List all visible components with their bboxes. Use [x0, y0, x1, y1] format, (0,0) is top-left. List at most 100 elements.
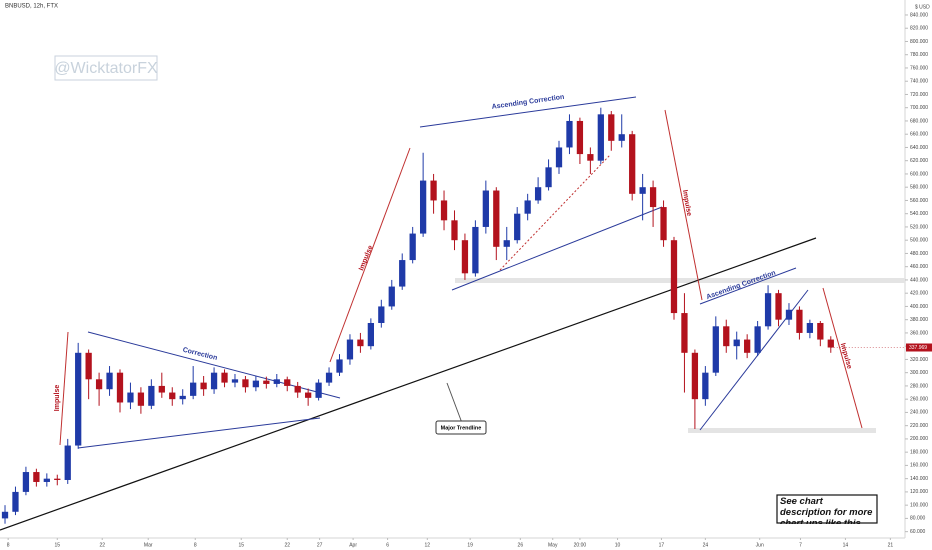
candle-body: [346, 339, 354, 360]
candle-body: [482, 190, 489, 227]
candle-body: [451, 220, 458, 241]
candle-body: [576, 120, 584, 155]
candle-body: [618, 134, 625, 141]
y-tick-label: 620.000: [910, 158, 928, 164]
x-tick-label: 26: [518, 542, 524, 548]
candle-body: [336, 359, 343, 373]
y-tick-label: 780.000: [910, 52, 928, 58]
candle-body: [775, 293, 782, 320]
y-tick-label: 660.000: [910, 132, 928, 138]
candle-body: [305, 392, 312, 398]
candle-body: [806, 322, 814, 333]
candle-body: [493, 190, 500, 247]
candle-body: [796, 309, 803, 333]
y-tick-label: 600.000: [910, 171, 928, 177]
x-tick-label: 6: [386, 542, 389, 548]
y-tick-label: 680.000: [910, 118, 928, 124]
candle-body: [378, 306, 385, 323]
candle-body: [670, 240, 678, 314]
candle-body: [702, 372, 709, 400]
x-tick-label: 19: [467, 542, 473, 548]
x-tick-label: 17: [659, 542, 665, 548]
candle-body: [64, 445, 71, 480]
candle-body: [639, 187, 646, 194]
candle-body: [754, 326, 761, 353]
y-tick-label: 260.000: [910, 396, 928, 402]
candle-body: [284, 379, 291, 386]
y-tick-label: 200.000: [910, 436, 928, 442]
note-box: [776, 494, 878, 524]
note: See chart description for more chart ups…: [780, 496, 873, 524]
y-tick-label: 240.000: [910, 410, 928, 416]
y-tick-label: 400.000: [910, 304, 928, 310]
candle-body: [148, 385, 155, 406]
callout-pointer: [446, 382, 463, 424]
x-tick-label: 15: [238, 542, 244, 548]
candle-body: [503, 240, 510, 247]
candle-body: [106, 372, 113, 390]
y-tick-label: 180.000: [910, 449, 928, 455]
callout-box: [435, 420, 487, 435]
y-tick-label: 360.000: [910, 330, 928, 336]
candle-body: [231, 379, 239, 383]
channel-line: [419, 96, 637, 128]
y-tick-label: 100.000: [910, 502, 928, 508]
x-tick-label: 27: [317, 542, 323, 548]
candle-body: [252, 380, 260, 388]
y-tick-label: 380.000: [910, 317, 928, 323]
channel-line: [77, 417, 321, 449]
candle-body: [22, 472, 30, 492]
candle-body: [137, 392, 145, 406]
y-tick-label: 760.000: [910, 65, 928, 71]
support-zone: [688, 428, 876, 433]
candle-body: [75, 352, 82, 446]
y-tick-label: 160.000: [910, 463, 928, 469]
candle-body: [649, 187, 657, 208]
candle-body: [587, 154, 594, 161]
y-tick-label: 60.000: [910, 529, 926, 535]
y-tick-label: 320.000: [910, 357, 928, 363]
candle-body: [827, 339, 834, 348]
candle-body: [534, 187, 542, 201]
candle-body: [190, 382, 197, 396]
note-wrap: See chart description for more chart ups…: [780, 496, 873, 524]
y-tick-label: 800.000: [910, 39, 928, 45]
candle-body: [200, 382, 207, 390]
candle-body: [179, 395, 186, 400]
y-tick-label: 80.000: [910, 516, 926, 522]
impulse-arrow: [329, 147, 411, 363]
impulse-arrow: [59, 331, 69, 446]
x-tick-label: 22: [99, 542, 105, 548]
candle-body: [116, 372, 124, 403]
y-tick-label: 460.000: [910, 264, 928, 270]
candle-body: [367, 322, 374, 347]
candle-body: [325, 372, 333, 383]
y-tick-label: 580.000: [910, 185, 928, 191]
x-tick-label: Apr: [349, 542, 357, 548]
x-tick-label: 7: [799, 542, 802, 548]
y-tick-label: 520.000: [910, 224, 928, 230]
y-tick-label: 120.000: [910, 489, 928, 495]
x-tick-label: 15: [54, 542, 60, 548]
candle-body: [597, 114, 604, 161]
y-tick-label: 140.000: [910, 476, 928, 482]
channel-line: [699, 267, 797, 305]
y-tick-label: 840.000: [910, 12, 928, 18]
candle-body: [608, 114, 615, 141]
y-tick-label: 540.000: [910, 211, 928, 217]
channel-line: [451, 206, 663, 291]
candle-body: [158, 385, 165, 393]
candle-body: [723, 326, 730, 347]
candle-body: [545, 167, 552, 188]
x-tick-label: 10: [615, 542, 621, 548]
candle-body: [127, 392, 134, 403]
candle-body: [85, 352, 92, 380]
candle-body: [399, 260, 406, 287]
last-price-tag: [906, 343, 932, 352]
impulse-label: Impulse: [681, 189, 693, 216]
candle-body: [712, 326, 719, 373]
candle-body: [524, 200, 531, 214]
y-tick-label: 300.000: [910, 370, 928, 376]
